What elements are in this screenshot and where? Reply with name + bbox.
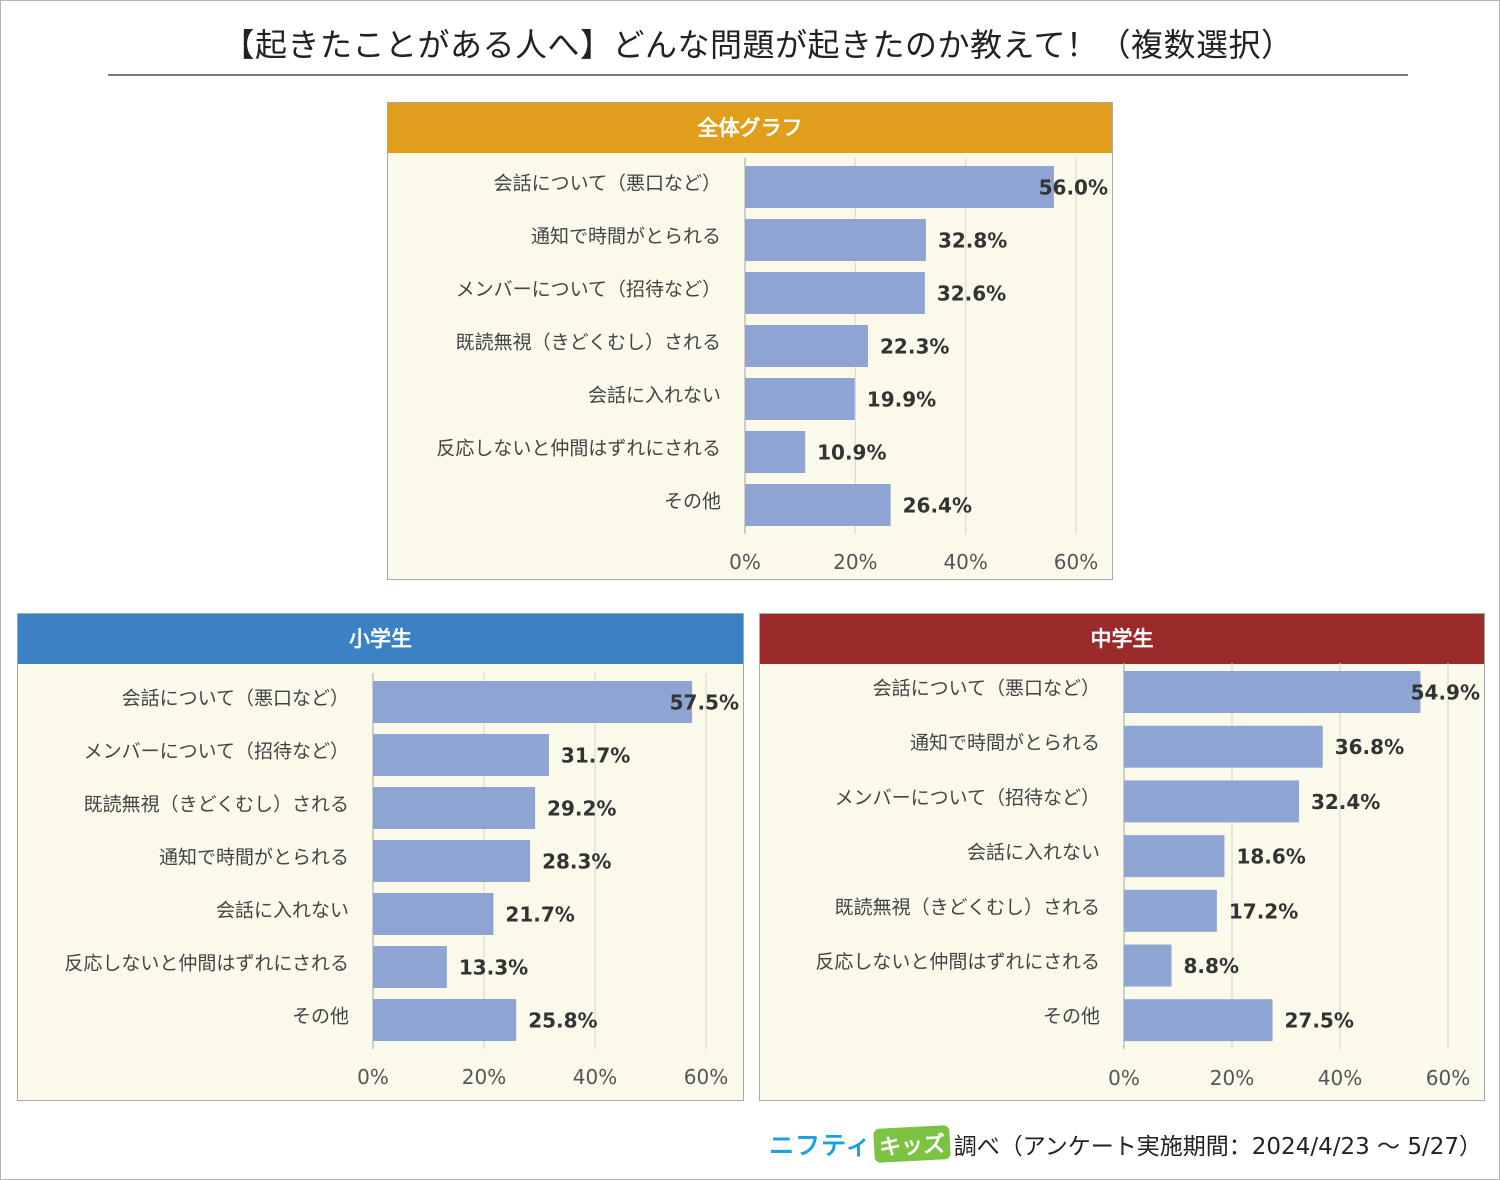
category-label: 通知で時間がとられる — [910, 732, 1100, 754]
category-label: 反応しないと仲間はずれにされる — [436, 438, 721, 460]
bar-chart-elementary: 0% 20% 40% 60% 会話について（悪口など） 57.5% メンバーについて（招待な… — [64, 673, 739, 1089]
bar — [373, 734, 549, 776]
bar-chart-junior-high: 0% 20% 40% 60% 会話について（悪口など） 54.9% 通知で時間がとられる 36… — [815, 663, 1480, 1090]
x-tick-label: 20% — [462, 1065, 506, 1089]
chart-panel-overall: 全体グラフ 0% 20% 40% 60% 会話について（悪口など） 56.0% 通知で時間が… — [387, 102, 1113, 580]
panel-title-elementary: 小学生 — [18, 614, 743, 664]
bar — [373, 787, 536, 829]
value-label: 22.3% — [880, 335, 949, 359]
bar — [745, 219, 926, 261]
category-label: 会話に入れない — [967, 842, 1100, 864]
bar — [745, 325, 869, 367]
category-label: 会話に入れない — [216, 900, 349, 922]
source-footer: ニフティ キッズ 調べ（アンケート実施期間：2024/4/23 ～ 5/27） — [769, 1125, 1482, 1163]
x-tick-label: 0% — [729, 550, 761, 574]
value-label: 36.8% — [1335, 735, 1404, 759]
bar — [745, 431, 806, 473]
chart-panel-elementary: 小学生 0% 20% 40% 60% 会話について（悪口など） 57.5% メンバーについて… — [17, 613, 744, 1101]
x-tick-label: 60% — [684, 1065, 728, 1089]
value-label: 18.6% — [1236, 845, 1305, 869]
panel-title-overall: 全体グラフ — [388, 103, 1112, 153]
x-tick-label: 0% — [1108, 1066, 1140, 1090]
page-title: 【起きたことがある人へ】どんな問題が起きたのか教えて！（複数選択） — [222, 26, 1294, 64]
category-label: 会話について（悪口など） — [494, 173, 721, 195]
x-tick-label: 40% — [573, 1065, 617, 1089]
bar — [373, 681, 693, 723]
value-label: 32.8% — [938, 229, 1007, 253]
bar — [1124, 835, 1225, 878]
value-label: 32.6% — [937, 282, 1006, 306]
bar — [1124, 780, 1299, 823]
category-label: 既読無視（きどくむし）される — [835, 896, 1100, 918]
category-label: 通知で時間がとられる — [159, 847, 349, 869]
value-label: 54.9% — [1411, 681, 1480, 705]
category-label: 既読無視（きどくむし）される — [456, 332, 721, 354]
category-label: その他 — [664, 491, 721, 513]
bar — [745, 166, 1054, 208]
bar — [745, 484, 891, 526]
category-label: 反応しないと仲間はずれにされる — [64, 953, 349, 975]
category-label: メンバーについて（招待など） — [835, 787, 1100, 809]
panel-title-junior-high: 中学生 — [760, 614, 1484, 664]
bar — [373, 946, 447, 988]
category-label: 会話について（悪口など） — [122, 688, 349, 710]
value-label: 31.7% — [561, 744, 630, 768]
bar — [373, 840, 531, 882]
x-tick-label: 0% — [357, 1065, 389, 1089]
value-label: 19.9% — [867, 388, 936, 412]
category-label: 会話について（悪口など） — [873, 678, 1100, 700]
bar — [1124, 671, 1421, 713]
brand-logo-badge: キッズ — [872, 1125, 951, 1163]
x-tick-label: 20% — [833, 550, 877, 574]
category-label: 通知で時間がとられる — [531, 226, 721, 248]
source-note: 調べ（アンケート実施期間：2024/4/23 ～ 5/27） — [953, 1134, 1482, 1160]
chart-panel-junior-high: 中学生 0% 20% 40% 60% 会話について（悪口など） 54.9% 通知で時間がとら… — [759, 613, 1485, 1101]
value-label: 26.4% — [903, 494, 972, 518]
bar — [373, 893, 494, 935]
bar — [1124, 889, 1217, 932]
value-label: 25.8% — [528, 1009, 597, 1033]
value-label: 27.5% — [1285, 1009, 1354, 1033]
value-label: 57.5% — [670, 691, 739, 715]
category-label: メンバーについて（招待など） — [456, 279, 721, 301]
bar — [373, 999, 517, 1041]
x-tick-label: 60% — [1426, 1066, 1470, 1090]
bar — [1124, 944, 1172, 987]
category-label: 会話に入れない — [588, 385, 721, 407]
bar — [1124, 999, 1273, 1042]
value-label: 32.4% — [1311, 790, 1380, 814]
category-label: その他 — [292, 1006, 349, 1028]
x-tick-label: 20% — [1210, 1066, 1254, 1090]
value-label: 10.9% — [817, 441, 886, 465]
category-label: メンバーについて（招待など） — [84, 741, 349, 763]
brand-logo-text: ニフティ — [769, 1131, 872, 1160]
category-label: その他 — [1043, 1006, 1100, 1028]
bar — [1124, 725, 1323, 768]
value-label: 29.2% — [547, 797, 616, 821]
value-label: 8.8% — [1184, 954, 1239, 978]
category-label: 反応しないと仲間はずれにされる — [815, 951, 1100, 973]
category-label: 既読無視（きどくむし）される — [84, 794, 349, 816]
value-label: 17.2% — [1229, 899, 1298, 923]
bar-chart-overall: 0% 20% 40% 60% 会話について（悪口など） 56.0% 通知で時間がとられる 32… — [436, 158, 1108, 574]
x-tick-label: 60% — [1054, 550, 1098, 574]
value-label: 21.7% — [505, 903, 574, 927]
title-divider — [108, 74, 1408, 76]
value-label: 28.3% — [542, 850, 611, 874]
value-label: 13.3% — [459, 956, 528, 980]
value-label: 56.0% — [1039, 176, 1108, 200]
bar — [745, 272, 925, 314]
x-tick-label: 40% — [1318, 1066, 1362, 1090]
x-tick-label: 40% — [943, 550, 987, 574]
bar — [745, 378, 855, 420]
